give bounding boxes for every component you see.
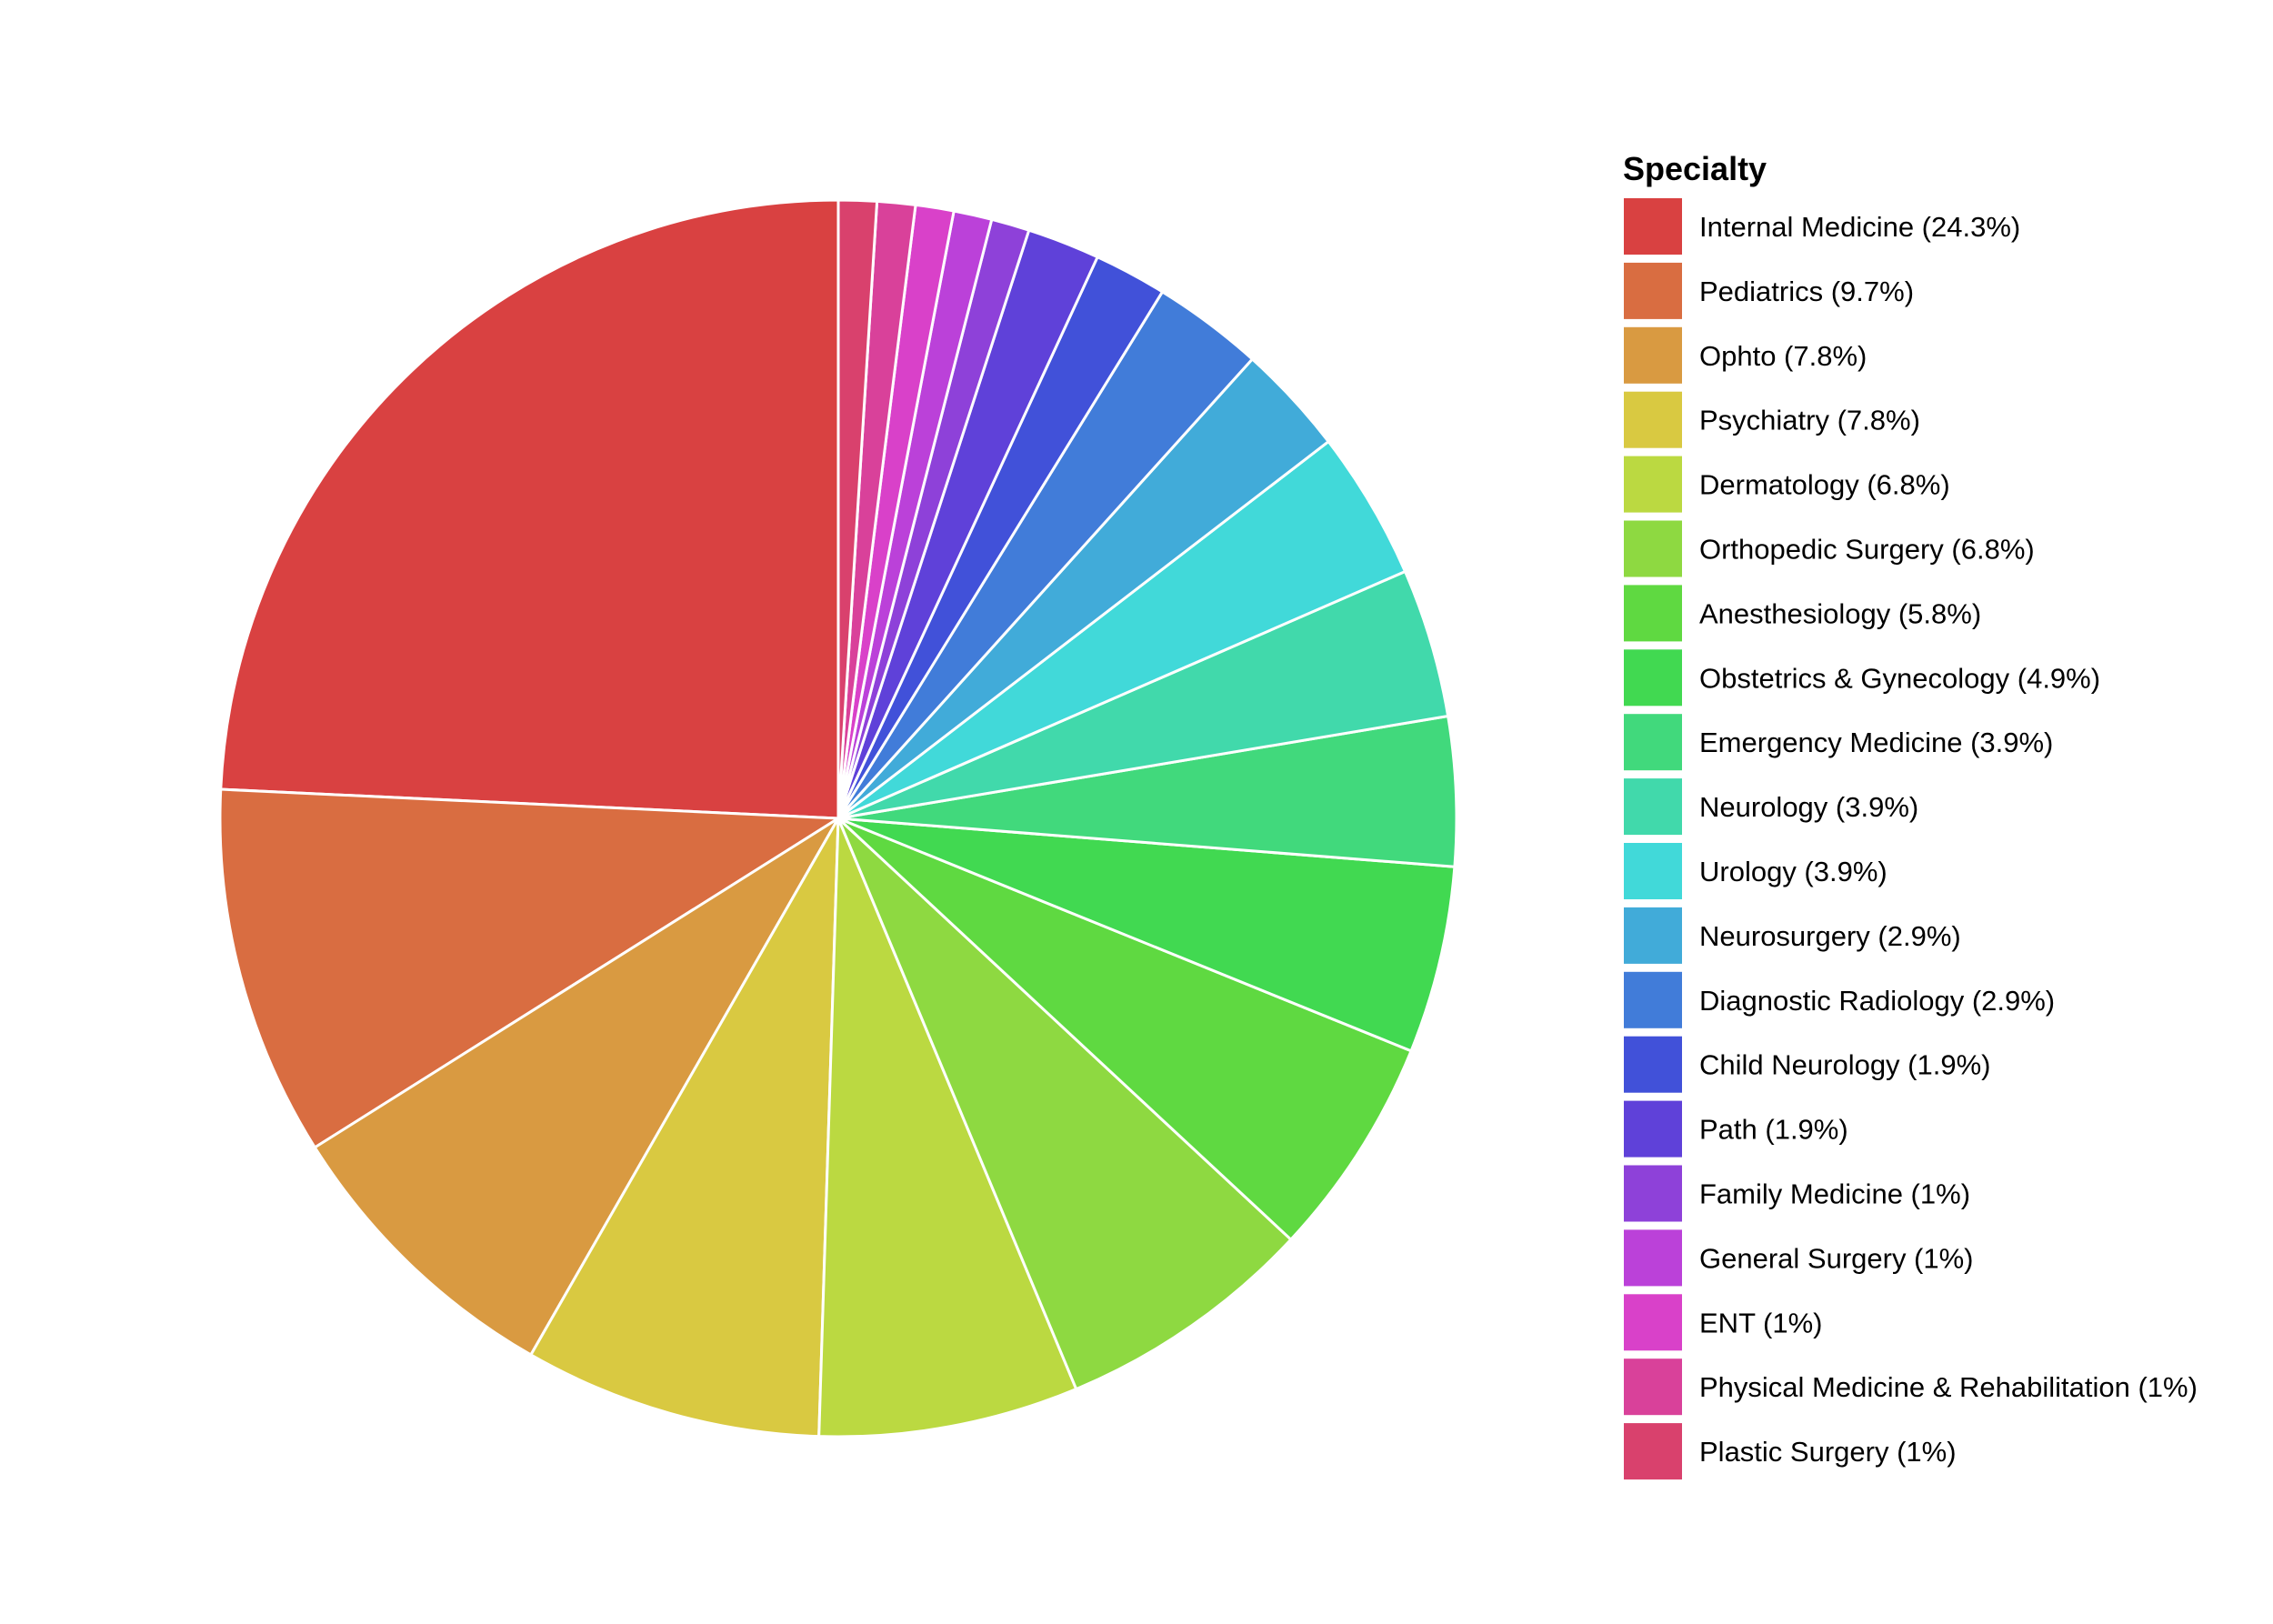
- legend-label: Path (1.9%): [1699, 1114, 1848, 1146]
- legend-key: [1622, 325, 1684, 386]
- legend-key: [1622, 260, 1684, 321]
- legend-label: ENT (1%): [1699, 1307, 1823, 1338]
- legend-key: [1622, 1421, 1684, 1482]
- legend-label: Neurology (3.9%): [1699, 791, 1918, 823]
- legend-label: Diagnostic Radiology (2.9%): [1699, 985, 2055, 1017]
- pie-slice-psychiatry: [528, 817, 840, 1439]
- legend-label: Physical Medicine & Rehabilitation (1%): [1699, 1371, 2198, 1403]
- legend-label: Pediatrics (9.7%): [1699, 276, 1914, 307]
- legend-label: Plastic Surgery (1%): [1699, 1436, 1957, 1468]
- legend-label: Psychiatry (7.8%): [1699, 405, 1920, 436]
- legend-key: [1622, 712, 1684, 773]
- legend-label: Dermatology (6.8%): [1699, 469, 1950, 501]
- legend-key: [1622, 518, 1684, 579]
- legend-key: [1622, 841, 1684, 901]
- legend-key: [1622, 777, 1684, 837]
- legend-key: [1622, 1357, 1684, 1418]
- pie-slice-plastic-surgery: [836, 198, 879, 819]
- legend-label: Emergency Medicine (3.9%): [1699, 727, 2053, 758]
- pie-slice-pediatrics: [218, 787, 843, 1149]
- legend-key: [1622, 1228, 1684, 1288]
- legend-label: Neurosurgery (2.9%): [1699, 920, 1961, 952]
- legend-key: [1622, 454, 1684, 515]
- legend-key: [1622, 905, 1684, 966]
- legend-key: [1622, 1292, 1684, 1353]
- legend-key: [1622, 1098, 1684, 1159]
- legend-key: [1622, 1034, 1684, 1095]
- pie-slice-orthopedic-surgery: [836, 817, 1293, 1391]
- legend: Specialty Internal Medicine (24.3%) Pedia…: [1622, 150, 2198, 1482]
- legend-key: [1622, 1163, 1684, 1224]
- pie-slices: [218, 198, 1458, 1439]
- legend-items: Internal Medicine (24.3%) Pediatrics (9.7…: [1622, 196, 2198, 1482]
- pie-slice-dermatology: [817, 817, 1078, 1439]
- legend-key: [1622, 647, 1684, 708]
- legend-key: [1622, 389, 1684, 450]
- legend-label: Urology (3.9%): [1699, 856, 1887, 887]
- legend-key: [1622, 969, 1684, 1030]
- legend-label: Child Neurology (1.9%): [1699, 1049, 1990, 1081]
- legend-label: Ophto (7.8%): [1699, 340, 1867, 372]
- legend-key: [1622, 196, 1684, 256]
- pie-slice-anesthesiology: [836, 817, 1414, 1242]
- pie-slice-internal-medicine: [219, 198, 840, 820]
- legend-label: Internal Medicine (24.3%): [1699, 211, 2020, 243]
- legend-title: Specialty: [1623, 150, 1767, 187]
- pie-slice-obstetrics-gynecology: [837, 817, 1457, 1053]
- legend-label: Family Medicine (1%): [1699, 1178, 1970, 1210]
- pie-slice-ophto: [313, 817, 840, 1358]
- legend-label: Orthopedic Surgery (6.8%): [1699, 534, 2035, 566]
- legend-label: Anesthesiology (5.8%): [1699, 597, 1981, 629]
- legend-label: Obstetrics & Gynecology (4.9%): [1699, 662, 2100, 694]
- legend-label: General Surgery (1%): [1699, 1242, 1974, 1274]
- legend-key: [1622, 583, 1684, 644]
